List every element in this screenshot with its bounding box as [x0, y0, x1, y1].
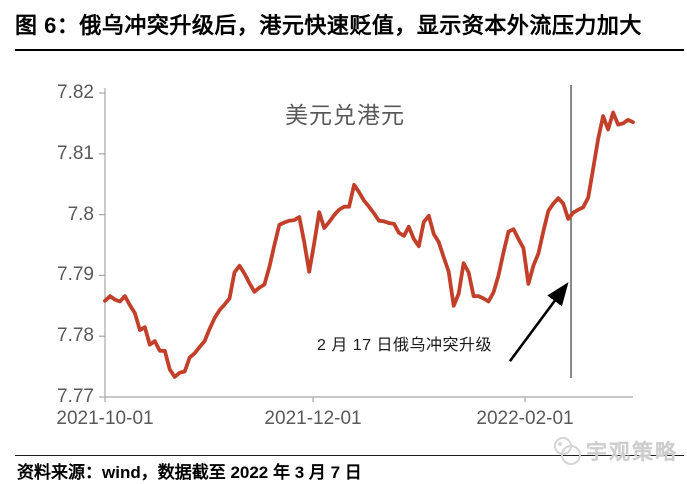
y-tick-label: 7.77 — [57, 386, 94, 407]
y-tick-label: 7.8 — [67, 203, 94, 225]
title-divider — [15, 49, 684, 51]
x-tick-label: 2021-10-01 — [56, 408, 154, 429]
y-tick-label: 7.82 — [57, 82, 94, 103]
event-annotation: 2 月 17 日俄乌冲突升级 — [317, 337, 493, 354]
x-tick-label: 2022-02-01 — [476, 408, 574, 429]
line-chart-canvas — [99, 85, 635, 402]
y-tick-label: 7.79 — [57, 264, 94, 286]
chart-area: 7.77 7.78 7.79 7.8 7.81 7.82 2021-10-01 2021-1… — [0, 60, 687, 430]
footer-divider — [15, 455, 684, 456]
watermark-label: 宇观策略 — [586, 441, 678, 464]
series-label: 美元兑港元 — [285, 102, 405, 128]
watermark: 宇观策略 — [548, 434, 678, 468]
figure-title: 图 6：俄乌冲突升级后，港元快速贬值，显示资本外流压力加大 — [15, 13, 642, 38]
x-tick-label: 2021-12-01 — [264, 408, 362, 429]
source-note: 资料来源：wind，数据截至 2022 年 3 月 7 日 — [17, 463, 362, 482]
y-tick-label: 7.81 — [57, 142, 94, 164]
y-tick-label: 7.78 — [57, 325, 94, 347]
watermark-logo-icon — [554, 437, 581, 465]
